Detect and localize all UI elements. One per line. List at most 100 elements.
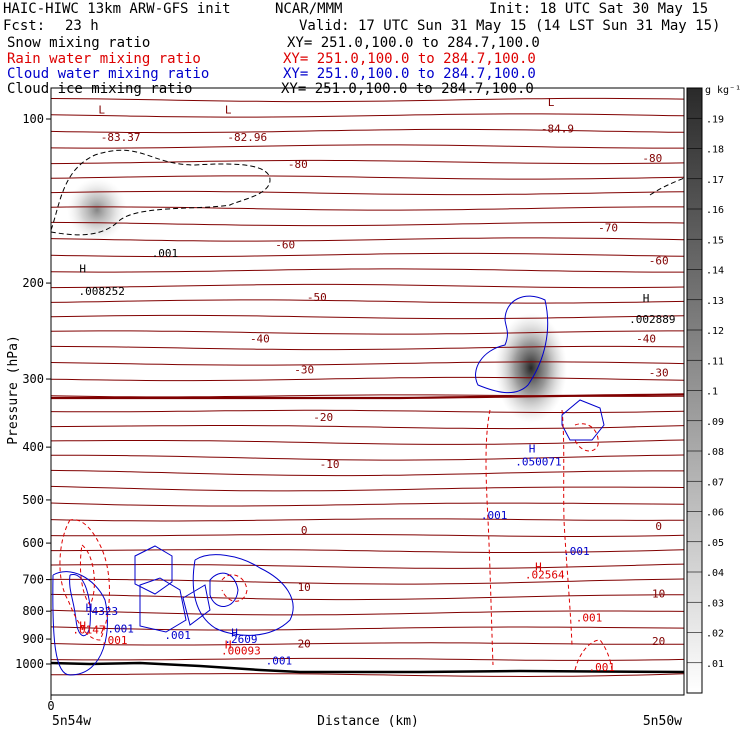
isotherm-label: 10 xyxy=(298,581,311,594)
isotherm-label: -10 xyxy=(320,458,340,471)
surface-line xyxy=(51,661,684,674)
isotherm-label: -80 xyxy=(642,152,662,165)
x-right-endpoint-label: 5n50w xyxy=(643,714,682,729)
field-label-cloud-water: Cloud water mixing ratio xyxy=(7,66,210,82)
extremum-label: L xyxy=(225,103,232,116)
isotherm xyxy=(51,439,684,445)
colorbar-tick-label: .13 xyxy=(706,296,724,307)
x-left-endpoint-label: 5n54w xyxy=(52,714,91,729)
field-xy-snow: XY= 251.0,100.0 to 284.7,100.0 xyxy=(287,35,540,51)
plot-background xyxy=(51,88,684,695)
forecast-hour-label: Fcst: xyxy=(3,18,46,34)
contour-layer xyxy=(51,97,684,678)
rain-contour xyxy=(59,519,110,641)
extremum-label: .001 xyxy=(107,622,134,635)
y-tick-label: 800 xyxy=(22,604,44,618)
isotherm xyxy=(51,330,684,335)
extremum-label: .4323 xyxy=(85,605,118,618)
isotherm-label: 0 xyxy=(655,520,662,533)
isotherm xyxy=(51,376,684,382)
isotherm xyxy=(51,268,684,273)
extremum-label: -84.9 xyxy=(541,122,574,135)
extremum-label: H xyxy=(535,560,542,573)
isotherm xyxy=(51,237,684,242)
y-tick-label: 200 xyxy=(22,276,44,290)
plot-area: L -83.37 L -82.96 L -84.9 H .008252 .001 H .002889… xyxy=(50,87,685,696)
y-tick-label: 900 xyxy=(22,632,44,646)
rain-contour xyxy=(221,574,248,602)
extremum-label: H xyxy=(86,601,93,614)
isotherm xyxy=(51,206,684,211)
extrema-labels: L -83.37 L -82.96 L -84.9 H .008252 .001 H .002889… xyxy=(72,96,675,674)
isotherm xyxy=(51,409,684,414)
cloud-water-contour xyxy=(475,295,549,394)
ice-contour xyxy=(649,177,684,196)
extremum-label: .002889 xyxy=(629,313,675,326)
isotherm xyxy=(51,175,684,180)
isotherm xyxy=(51,673,684,678)
isotherm xyxy=(51,299,684,304)
extremum-label: H xyxy=(529,442,536,455)
isotherm-label: 0 xyxy=(301,524,308,537)
colorbar-tick-label: .12 xyxy=(706,326,724,337)
isotherm-label: -30 xyxy=(649,367,669,380)
colorbar-tick-label: .17 xyxy=(706,175,724,186)
extremum-label: L xyxy=(548,96,555,109)
extremum-label: H xyxy=(643,292,650,305)
isotherm-label: -60 xyxy=(649,255,669,268)
extremum-label: .001 xyxy=(481,509,508,522)
extremum-label: -82.96 xyxy=(227,131,267,144)
x-axis: 0 5n54w Distance (km) 5n50w xyxy=(47,695,682,729)
isotherm xyxy=(51,578,684,585)
isotherm xyxy=(51,469,684,477)
y-tick-label: 500 xyxy=(22,493,44,507)
rain-contour xyxy=(79,544,95,606)
cloud-water-contour xyxy=(52,571,108,676)
cloud-water-contour xyxy=(134,545,173,595)
isotherm xyxy=(51,502,684,507)
valid-time: Valid: 17 UTC Sun 31 May 15 (14 LST Sun … xyxy=(299,18,721,34)
extremum-label: H xyxy=(79,262,86,275)
y-tick-label: 300 xyxy=(22,372,44,386)
extremum-label: .001 xyxy=(266,654,293,667)
plot-frame xyxy=(50,87,685,696)
rain-contour xyxy=(574,423,599,452)
isotherm xyxy=(51,128,684,134)
field-label-cloud-ice: Cloud ice mixing ratio xyxy=(7,81,193,97)
colorbar-tick-label: .1 xyxy=(706,387,718,398)
rain-contour xyxy=(561,409,573,646)
colorbar-tick-label: .04 xyxy=(706,568,724,579)
isotherm xyxy=(51,533,684,537)
isotherm-label: 20 xyxy=(298,638,311,651)
field-xy-cloud-ice: XY= 251.0,100.0 to 284.7,100.0 xyxy=(281,81,534,97)
isotherm-label: -40 xyxy=(636,333,656,346)
extremum-label: .0147 xyxy=(72,624,105,637)
colorbar-tick-label: .03 xyxy=(706,598,724,609)
ice-shading-maximum xyxy=(67,178,127,242)
x-axis-label: Distance (km) xyxy=(317,714,419,729)
init-time: Init: 18 UTC Sat 30 May 15 xyxy=(489,1,709,17)
isotherm xyxy=(51,563,684,569)
extremum-label: .00093 xyxy=(221,645,261,658)
isotherm xyxy=(51,283,684,289)
isotherm xyxy=(51,221,684,227)
y-axis: 100 200 300 400 500 600 700 800 900 1000 xyxy=(15,112,51,671)
y-tick-label: 700 xyxy=(22,573,44,587)
organization-label: NCAR/MMM xyxy=(275,1,343,17)
extremum-label: .050071 xyxy=(515,455,561,468)
colorbar: g kg⁻¹ .01 .02 .03 .04 .05 .06 .07 .08 .09 .1 .11.… xyxy=(686,85,740,694)
y-tick-label: 100 xyxy=(22,112,44,126)
isotherm xyxy=(51,345,684,351)
isotherm xyxy=(51,549,684,553)
extremum-label: .008252 xyxy=(78,285,124,298)
x-tick-label-0: 0 xyxy=(47,699,54,713)
isotherm-label: -20 xyxy=(313,411,333,424)
colorbar-tick-label: .11 xyxy=(706,356,724,367)
extremum-label: .001 xyxy=(576,612,603,625)
extremum-label: H xyxy=(79,620,86,633)
y-tick-label: 400 xyxy=(22,440,44,454)
extremum-label: H xyxy=(225,638,232,651)
snow-contour xyxy=(51,149,271,236)
colorbar-tick-label: .05 xyxy=(706,538,724,549)
